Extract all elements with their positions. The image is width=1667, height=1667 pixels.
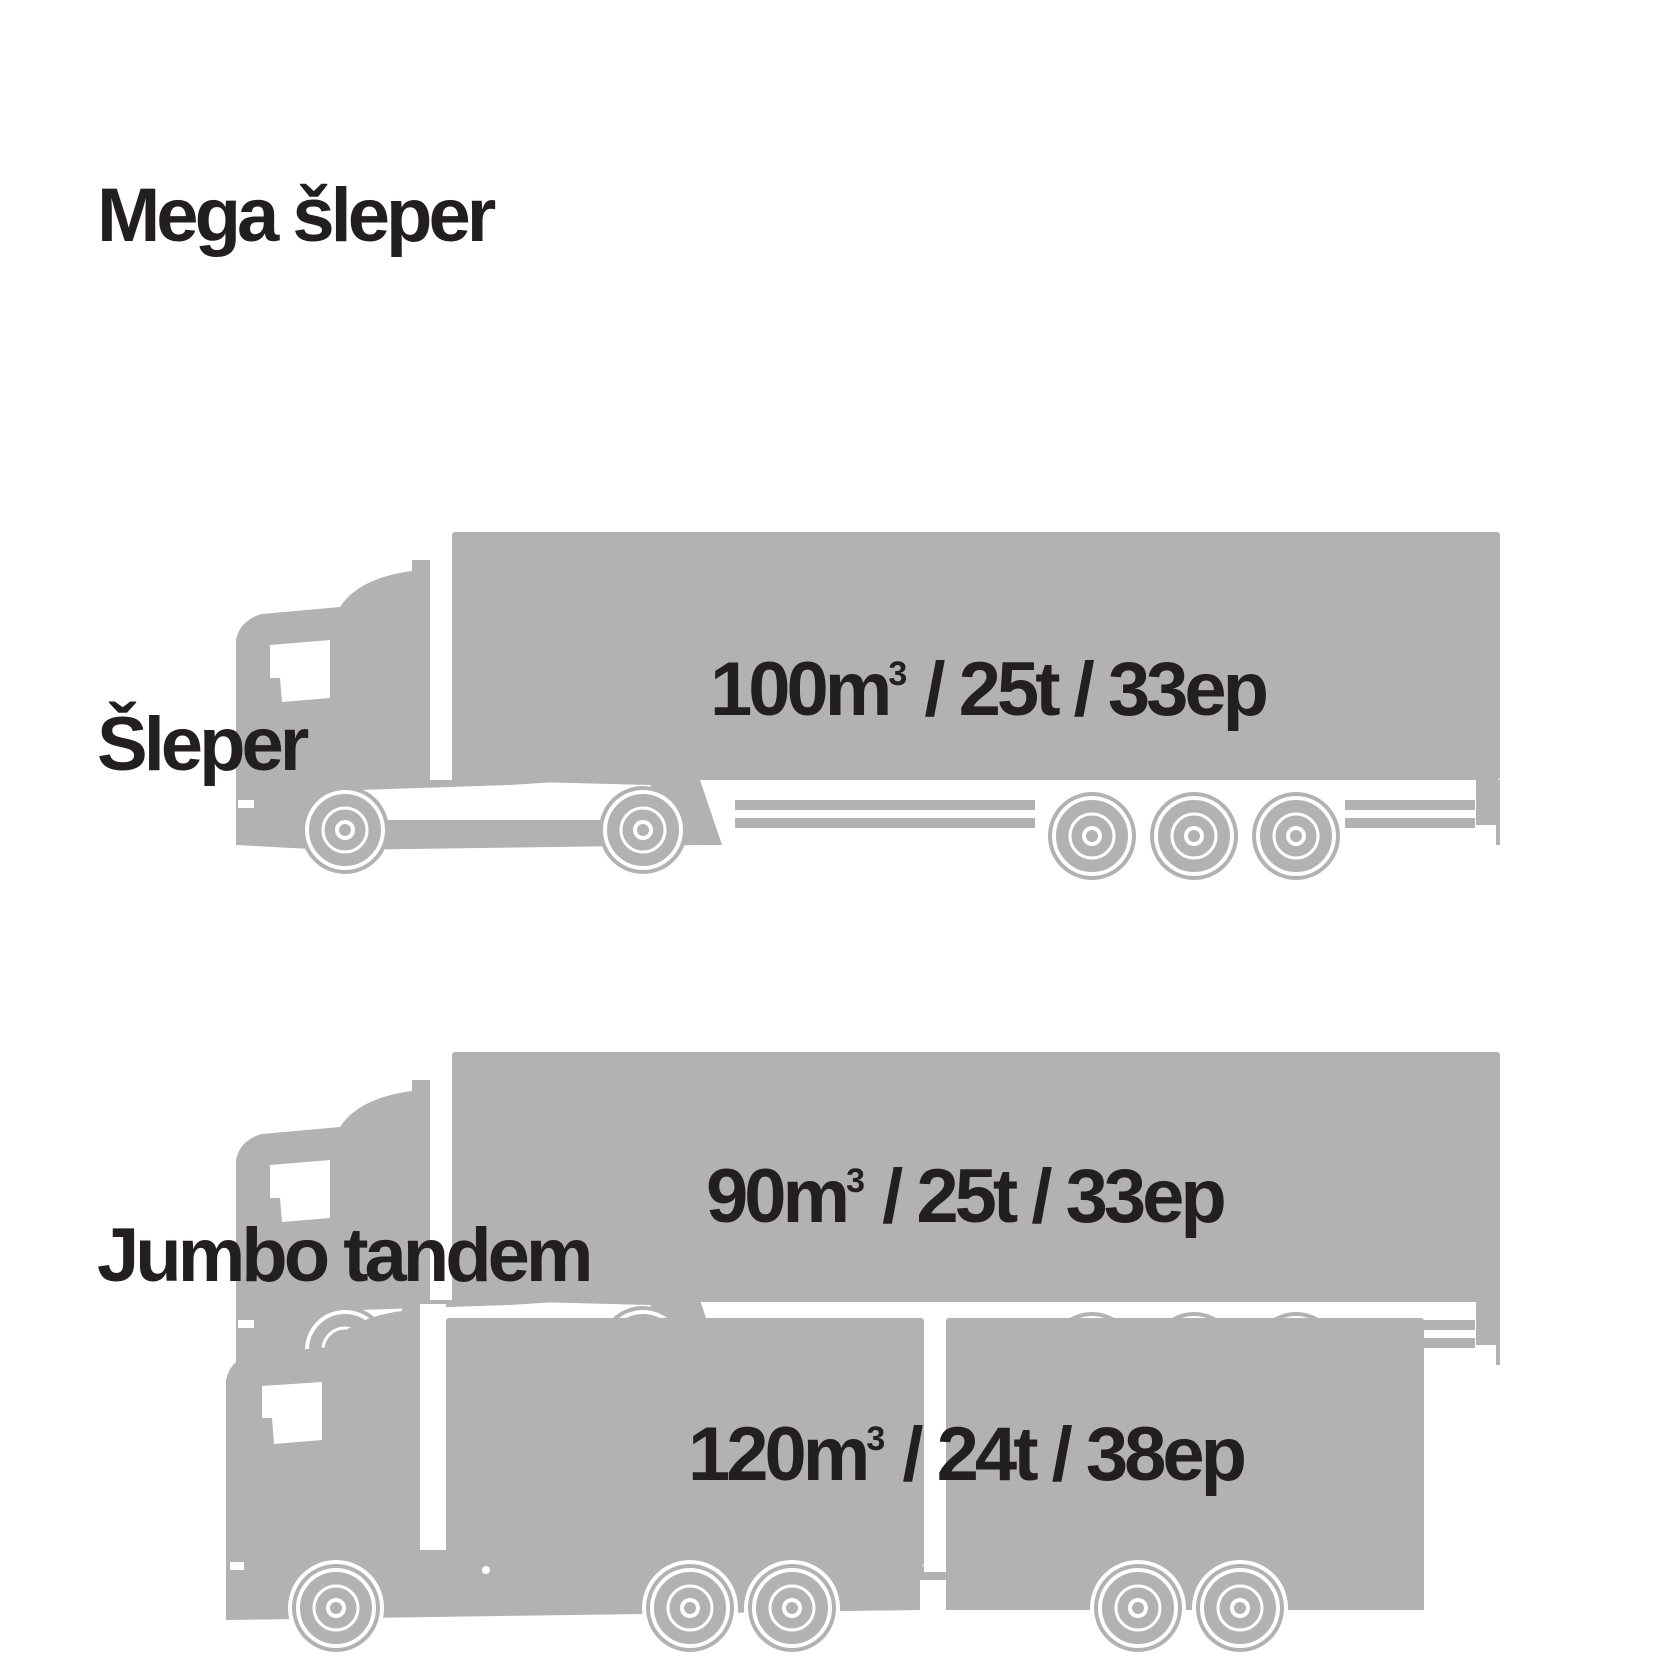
truck-title-mega-sleper: Mega šleper xyxy=(97,173,496,258)
wheel xyxy=(288,1560,384,1656)
side-light xyxy=(230,1562,244,1570)
cab-window xyxy=(262,1382,322,1444)
semi-truck-illustration: 90m3 / 25t / 33ep xyxy=(236,1052,1500,1404)
side-guard-rail xyxy=(1345,800,1475,810)
truck-box xyxy=(446,1318,924,1566)
jumbo-tandem-illustration: 120m3 / 24t / 38ep xyxy=(226,1304,1424,1656)
side-guard-rail xyxy=(735,818,1035,828)
cab-box-gap xyxy=(430,1052,452,1300)
wheel xyxy=(1044,788,1140,884)
wheel xyxy=(642,1560,738,1656)
cab-window xyxy=(270,1160,330,1222)
wheel xyxy=(301,786,389,874)
wheel xyxy=(744,1560,840,1656)
trailer-box xyxy=(452,532,1500,780)
wheel-group xyxy=(301,786,1344,884)
truck-title-jumbo-tandem: Jumbo tandem xyxy=(97,1213,593,1298)
semi-truck-mega-illustration: 100m3 / 25t / 33ep xyxy=(236,532,1500,884)
trailer-box xyxy=(946,1318,1424,1566)
capacity-label-mega-sleper: 100m3 / 25t / 33ep xyxy=(710,647,1267,732)
tow-hitch xyxy=(482,1566,490,1574)
cab-box-gap xyxy=(430,532,452,780)
wheel xyxy=(1248,788,1344,884)
capacity-label-jumbo-tandem: 120m3 / 24t / 38ep xyxy=(688,1412,1245,1497)
cab-window xyxy=(270,640,330,702)
trailer-chassis xyxy=(946,1560,1424,1610)
side-guard-rail xyxy=(1345,818,1475,828)
truck-title-sleper: Šleper xyxy=(97,702,309,787)
side-light xyxy=(238,800,254,808)
wheel-group xyxy=(288,1560,1288,1656)
cab-rear-column xyxy=(402,1304,420,1549)
wheel xyxy=(1090,1560,1186,1656)
trailer-box xyxy=(452,1052,1500,1302)
wheel xyxy=(1192,1560,1288,1656)
wheel xyxy=(1146,788,1242,884)
cab-rear-column xyxy=(412,560,430,780)
capacity-label-sleper: 90m3 / 25t / 33ep xyxy=(706,1154,1224,1239)
side-light xyxy=(238,1320,254,1328)
cab-rear-column xyxy=(412,1080,430,1300)
wheel xyxy=(599,786,687,874)
box-gap xyxy=(924,1310,946,1572)
side-guard-rail xyxy=(735,800,1035,810)
cab-box-gap xyxy=(420,1304,446,1550)
